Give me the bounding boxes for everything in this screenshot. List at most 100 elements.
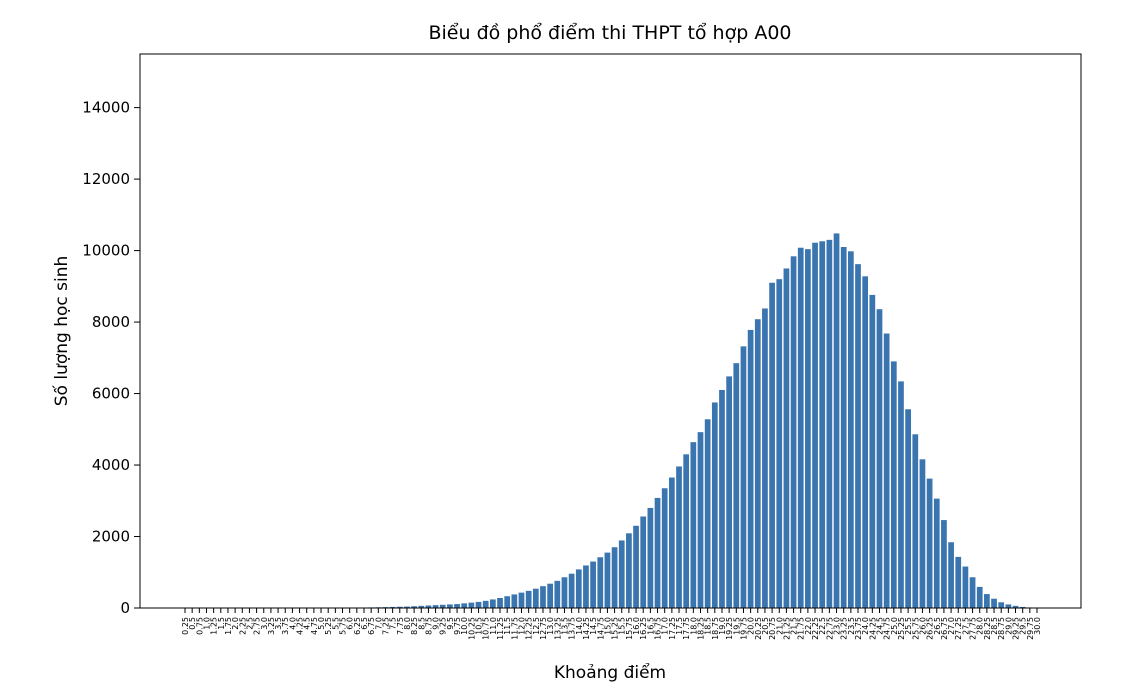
x-tick-label: 9.25 xyxy=(439,617,448,635)
bar-15.0 xyxy=(604,552,611,608)
x-tick-label: 23.5 xyxy=(847,617,856,635)
x-tick-label: 24.5 xyxy=(875,617,884,635)
bar-26.25 xyxy=(926,478,933,608)
bar-11.0 xyxy=(490,599,496,608)
x-tick-label: 4.75 xyxy=(310,617,319,635)
y-axis: 0 2000 4000 6000 8000 10000 12000 14000 xyxy=(82,99,140,617)
bar-18.5 xyxy=(704,419,711,608)
x-tick-label: 4.0 xyxy=(288,617,297,630)
x-tick-label: 14.25 xyxy=(582,617,591,640)
bar-25.0 xyxy=(890,361,897,608)
x-tick-label: 16.75 xyxy=(654,617,663,640)
x-tick-label: 5.0 xyxy=(317,617,326,630)
bar-9.0 xyxy=(432,605,439,608)
x-tick-label: 26.75 xyxy=(940,617,949,640)
bar-27.5 xyxy=(962,566,969,608)
bar-14.75 xyxy=(597,557,604,608)
bar-14.25 xyxy=(583,565,589,608)
bar-23.0 xyxy=(833,233,840,609)
x-tick-label: 20.75 xyxy=(768,617,777,640)
bar-28.5 xyxy=(991,598,997,608)
x-tick-label: 18.0 xyxy=(689,617,698,635)
bar-26.0 xyxy=(919,459,926,608)
x-tick-label: 29.75 xyxy=(1026,617,1035,640)
x-tick-label: 5.25 xyxy=(324,617,333,635)
bar-13.75 xyxy=(568,573,575,608)
bar-9.25 xyxy=(439,604,446,608)
x-tick-label: 8.25 xyxy=(410,617,419,635)
y-tick-label: 0 xyxy=(120,599,130,617)
bar-28.25 xyxy=(984,594,990,608)
x-tick-label: 25.5 xyxy=(904,617,913,635)
x-tick-label: 1.5 xyxy=(217,617,226,630)
x-tick-label: 12.25 xyxy=(525,617,534,640)
x-tick-label: 30.0 xyxy=(1033,617,1042,635)
x-tick-label: 13.0 xyxy=(546,617,555,635)
x-tick-label: 20.5 xyxy=(761,617,770,635)
bar-20.5 xyxy=(762,308,768,608)
y-tick-label: 6000 xyxy=(92,385,130,403)
x-tick-label: 29.0 xyxy=(1004,617,1013,635)
bar-27.0 xyxy=(948,542,954,608)
x-tick-label: 9.75 xyxy=(453,617,462,635)
bar-25.25 xyxy=(898,381,904,608)
bar-10.0 xyxy=(461,603,468,608)
bar-11.25 xyxy=(497,597,503,608)
x-tick-label: 22.25 xyxy=(811,617,820,640)
x-tick-label: 2.25 xyxy=(238,617,247,635)
chart-title: Biểu đồ phổ điểm thi THPT tổ hợp A00 xyxy=(428,22,791,44)
bar-19.75 xyxy=(740,346,747,608)
bar-10.75 xyxy=(482,600,489,608)
bar-24.25 xyxy=(869,294,876,608)
bar-8.75 xyxy=(425,605,432,608)
x-tick-label: 26.0 xyxy=(918,617,927,635)
bar-8.25 xyxy=(411,606,417,608)
x-tick-label: 17.25 xyxy=(668,617,677,640)
bar-22.25 xyxy=(812,242,818,608)
x-tick-label: 5.75 xyxy=(339,617,348,635)
bar-25.75 xyxy=(912,434,919,608)
x-tick-label: 3.0 xyxy=(260,617,269,630)
x-tick-label: 10.75 xyxy=(482,617,491,640)
bar-12.25 xyxy=(525,590,532,608)
bar-29.25 xyxy=(1012,605,1019,608)
x-tick-label: 1.0 xyxy=(202,617,211,630)
bar-27.75 xyxy=(969,577,976,608)
x-tick-label: 13.25 xyxy=(553,617,562,640)
x-tick-label: 10.0 xyxy=(460,617,469,635)
bar-25.5 xyxy=(905,409,911,608)
x-tick-label: 11.0 xyxy=(489,617,498,635)
x-tick-label: 19.25 xyxy=(725,617,734,640)
bar-19.25 xyxy=(726,376,732,608)
bar-16.0 xyxy=(633,525,639,608)
x-tick-label: 12.0 xyxy=(518,617,527,635)
bar-17.5 xyxy=(676,466,682,608)
bar-15.25 xyxy=(611,547,618,608)
y-tick-label: 12000 xyxy=(82,170,130,188)
x-tick-label: 20.0 xyxy=(747,617,756,635)
bar-29.5 xyxy=(1019,606,1026,608)
x-tick-label: 22.5 xyxy=(818,617,827,635)
x-tick-label: 15.75 xyxy=(625,617,634,640)
x-tick-label: 2.0 xyxy=(231,617,240,630)
x-tick-label: 21.25 xyxy=(782,617,791,640)
bar-20.75 xyxy=(769,282,775,608)
x-tick-label: 20.25 xyxy=(754,617,763,640)
x-tick-label: 9.5 xyxy=(446,617,455,630)
bar-8.5 xyxy=(418,605,425,608)
x-tick-label: 16.0 xyxy=(632,617,641,635)
x-tick-label: 3.25 xyxy=(267,617,276,635)
x-tick-label: 25.0 xyxy=(890,617,899,635)
plot-frame xyxy=(139,53,1082,609)
x-tick-label: 11.25 xyxy=(496,617,505,640)
x-tick-label: 18.25 xyxy=(696,617,705,640)
x-tick-label: 27.75 xyxy=(969,617,978,640)
x-tick-label: 24.25 xyxy=(868,617,877,640)
x-tick-label: 28.5 xyxy=(990,617,999,635)
x-tick-label: 27.5 xyxy=(961,617,970,635)
x-tick-label: 1.25 xyxy=(210,617,219,635)
bar-10.25 xyxy=(468,602,475,608)
x-tick-label: 19.5 xyxy=(732,617,741,635)
x-tick-label: 22.75 xyxy=(825,617,834,640)
x-tick-label: 14.0 xyxy=(575,617,584,635)
